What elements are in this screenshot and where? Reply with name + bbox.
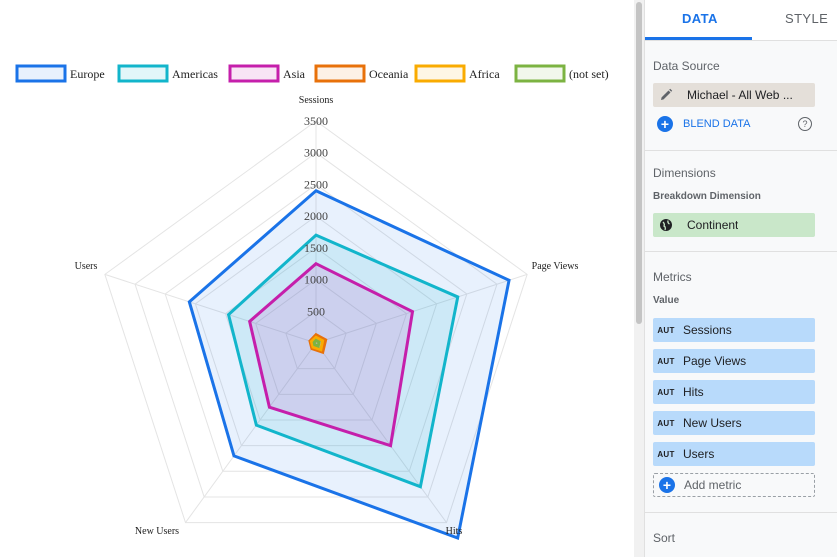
- radar-tick-label: 3000: [304, 146, 328, 160]
- tab-data[interactable]: DATA: [682, 11, 718, 26]
- metric-chip-new-users[interactable]: AUT New Users: [653, 411, 815, 435]
- plus-circle-icon: +: [657, 116, 673, 132]
- radar-grid-ring: [164, 183, 468, 472]
- radar-series-not-set: [312, 338, 321, 349]
- metric-chip-users[interactable]: AUT Users: [653, 442, 815, 466]
- aggregation-badge[interactable]: AUT: [657, 387, 675, 397]
- legend-label: (not set): [569, 67, 609, 81]
- radar-spoke: [315, 342, 447, 523]
- metric-label: Sessions: [683, 323, 732, 337]
- data-source-section: Data Source Michael - All Web ... + BLEN…: [645, 41, 837, 151]
- legend-swatch: [117, 64, 169, 83]
- chart-scrollbar-thumb[interactable]: [636, 2, 642, 324]
- aggregation-badge[interactable]: AUT: [657, 325, 675, 335]
- metric-chip-sessions[interactable]: AUT Sessions: [653, 318, 815, 342]
- data-source-chip[interactable]: Michael - All Web ...: [653, 83, 815, 107]
- radar-chart-svg: 500 1000 1500 2000 2500 3000 3500 Sessions Page …: [15, 64, 609, 541]
- radar-series-americas: [226, 233, 460, 489]
- radar-series-asia: [247, 261, 415, 448]
- radar-axis-label: Hits: [446, 526, 463, 537]
- data-source-title: Data Source: [653, 59, 720, 73]
- active-tab-indicator: [645, 37, 752, 40]
- breakdown-dimension-label: Breakdown Dimension: [653, 191, 761, 202]
- metrics-section: Metrics Value AUT Sessions AUT Page View…: [645, 252, 837, 513]
- radar-grid-ring: [104, 120, 528, 524]
- legend-swatch: [228, 64, 280, 83]
- add-metric-label: Add metric: [684, 478, 742, 492]
- radar-tick-label: 1500: [304, 241, 328, 255]
- radar-spoke: [315, 273, 528, 344]
- plus-circle-icon: +: [659, 477, 675, 493]
- dimensions-section: Dimensions Breakdown Dimension Continent: [645, 151, 837, 252]
- aggregation-badge[interactable]: AUT: [657, 418, 675, 428]
- legend-swatch: [314, 64, 366, 83]
- globe-icon: [653, 218, 679, 232]
- dimension-label: Continent: [687, 218, 739, 232]
- legend-label: Oceania: [369, 67, 409, 81]
- legend-swatch: [414, 64, 466, 83]
- metric-label: Page Views: [683, 354, 747, 368]
- legend-swatch: [15, 64, 67, 83]
- radar-axis-label: Sessions: [299, 95, 334, 106]
- metric-chip-hits[interactable]: AUT Hits: [653, 380, 815, 404]
- radar-axis-label: Users: [75, 261, 98, 272]
- radar-axis-label: Page Views: [532, 261, 579, 272]
- tab-style[interactable]: STYLE: [785, 11, 829, 26]
- legend-label: Asia: [283, 67, 306, 81]
- blend-data-label: BLEND DATA: [683, 118, 751, 130]
- add-metric-button[interactable]: + Add metric: [653, 473, 815, 497]
- radar-tick-label: 1000: [304, 273, 328, 287]
- panel-tabs: DATA STYLE: [645, 0, 837, 41]
- metric-chip-page-views[interactable]: AUT Page Views: [653, 349, 815, 373]
- metrics-title: Metrics: [653, 270, 692, 284]
- radar-spoke: [104, 273, 317, 344]
- aggregation-badge[interactable]: AUT: [657, 449, 675, 459]
- radar-tick-label: 2000: [304, 209, 328, 223]
- metric-label: Users: [683, 447, 715, 461]
- metric-label: New Users: [683, 416, 742, 430]
- sort-title: Sort: [653, 531, 676, 545]
- dimensions-title: Dimensions: [653, 166, 716, 180]
- blend-data-button[interactable]: + BLEND DATA: [657, 116, 750, 132]
- data-source-name: Michael - All Web ...: [687, 88, 793, 102]
- radar-axis-label: New Users: [135, 526, 179, 537]
- legend-label: Europe: [70, 67, 105, 81]
- pencil-icon[interactable]: [653, 88, 679, 102]
- radar-tick-label: 500: [307, 304, 325, 318]
- properties-panel: DATA STYLE Data Source Michael - All Web…: [644, 0, 837, 557]
- legend-label: Americas: [172, 67, 218, 81]
- radar-tick-label: 3500: [304, 114, 328, 128]
- legend-swatch: [514, 64, 566, 83]
- sort-section: Sort: [645, 513, 837, 557]
- aggregation-badge[interactable]: AUT: [657, 356, 675, 366]
- radar-grid-ring: [194, 215, 438, 447]
- metric-label: Hits: [683, 385, 704, 399]
- radar-chart: 500 1000 1500 2000 2500 3000 3500 Sessions Page …: [15, 64, 609, 541]
- radar-tick-label: 2500: [304, 177, 328, 191]
- radar-grid-ring: [285, 310, 347, 370]
- radar-spoke: [185, 342, 317, 523]
- help-icon[interactable]: ?: [798, 117, 812, 131]
- metrics-value-label: Value: [653, 295, 680, 306]
- dimension-chip-continent[interactable]: Continent: [653, 213, 815, 237]
- legend-label: Africa: [469, 67, 500, 81]
- radar-grid-ring: [255, 278, 377, 395]
